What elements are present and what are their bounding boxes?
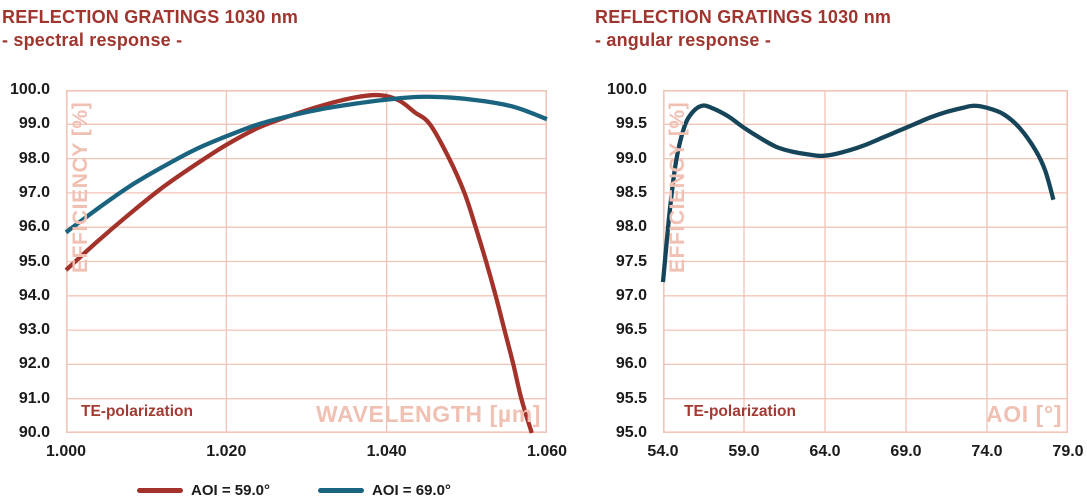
x-axis-label: AOI [°] — [986, 401, 1062, 427]
plot-area — [660, 90, 1068, 433]
x-tick-label: 1.040 — [366, 443, 407, 460]
series-curve — [64, 92, 534, 434]
polarization-annotation: TE-polarization — [81, 403, 193, 420]
y-tick-label: 92.0 — [18, 355, 50, 373]
plot-area — [64, 90, 548, 434]
x-tick-label: 54.0 — [647, 443, 679, 460]
chart-title-block: REFLECTION GRATINGS 1030 nm - spectral r… — [2, 6, 298, 52]
legend-swatch — [317, 488, 364, 493]
y-tick-label: 99.5 — [615, 115, 647, 133]
legend-item: AOI = 69.0° — [317, 482, 451, 499]
y-tick-label: 96.5 — [615, 321, 647, 339]
y-axis-label: EFFICIENCY [%] — [69, 101, 92, 273]
x-tick-label: 79.0 — [1052, 443, 1084, 460]
y-tick-label: 100.0 — [606, 81, 647, 98]
y-tick-label: 95.5 — [615, 389, 647, 407]
y-tick-label: 98.5 — [615, 183, 647, 201]
y-tick-label: 94.0 — [18, 286, 50, 304]
y-tick-label: 100.0 — [9, 81, 50, 98]
y-tick-label: 97.0 — [18, 183, 50, 201]
legend-label: AOI = 59.0° — [191, 482, 270, 499]
x-tick-label: 59.0 — [728, 443, 760, 460]
legend-swatch — [137, 488, 183, 493]
x-axis-label: WAVELENGTH [µm] — [316, 401, 541, 427]
y-tick-label: 95.0 — [18, 252, 50, 270]
y-tick-label: 97.5 — [615, 252, 647, 270]
y-tick-label: 99.0 — [615, 149, 647, 167]
series-curve — [660, 103, 1056, 283]
legend: AOI = 59.0° AOI = 69.0° — [137, 482, 451, 499]
x-tick-label: 1.060 — [526, 443, 568, 460]
chart-subtitle: - angular response - — [595, 30, 772, 50]
series-curve — [64, 94, 548, 235]
polarization-annotation: TE-polarization — [684, 403, 796, 420]
y-tick-label: 96.0 — [18, 218, 50, 236]
x-tick-label: 69.0 — [890, 443, 922, 460]
y-axis-label: EFFICIENCY [%] — [666, 101, 689, 273]
x-tick-label: 74.0 — [971, 443, 1003, 460]
chart-title: REFLECTION GRATINGS 1030 nm — [2, 7, 299, 27]
x-tick-label: 1.020 — [206, 443, 247, 460]
chart-subtitle: - spectral response - — [2, 30, 183, 50]
x-tick-label: 64.0 — [809, 443, 841, 460]
legend-label: AOI = 69.0° — [371, 482, 451, 499]
y-tick-label: 91.0 — [18, 389, 50, 407]
y-tick-label: 97.0 — [615, 286, 647, 304]
chart-title: REFLECTION GRATINGS 1030 nm — [595, 7, 892, 27]
legend-item: AOI = 59.0° — [137, 482, 270, 499]
plot-border — [66, 90, 547, 433]
chart-title-block: REFLECTION GRATINGS 1030 nm - angular re… — [595, 6, 891, 52]
y-tick-label: 99.0 — [18, 115, 50, 133]
y-tick-label: 98.0 — [615, 218, 647, 236]
y-tick-label: 98.0 — [18, 149, 50, 167]
y-tick-label: 93.0 — [18, 321, 50, 339]
y-tick-label: 96.0 — [615, 355, 647, 373]
y-tick-label: 90.0 — [18, 424, 50, 441]
x-tick-label: 1.000 — [45, 443, 87, 460]
y-tick-label: 95.0 — [615, 424, 647, 441]
